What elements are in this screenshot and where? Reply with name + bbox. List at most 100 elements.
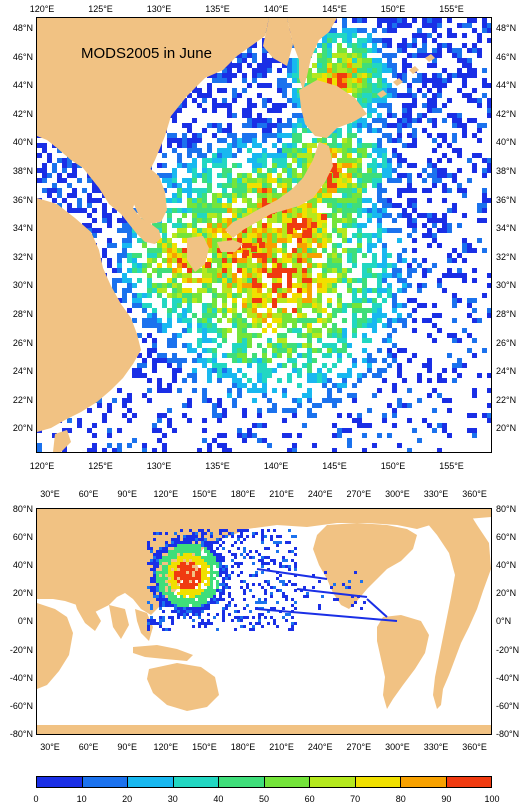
density-cell — [132, 258, 137, 263]
density-cell — [165, 547, 168, 550]
density-cell — [159, 589, 162, 592]
density-cell — [255, 622, 258, 625]
density-cell — [362, 183, 367, 188]
land-luzon — [53, 430, 71, 452]
density-cell — [392, 388, 397, 393]
density-cell — [287, 348, 292, 353]
density-cell — [198, 613, 201, 616]
density-cell — [252, 532, 255, 535]
density-cell — [337, 298, 342, 303]
density-cell — [312, 138, 317, 143]
density-cell — [362, 53, 367, 58]
density-cell — [264, 580, 267, 583]
density-cell — [217, 253, 222, 258]
density-cell — [186, 604, 189, 607]
density-cell — [150, 580, 153, 583]
density-cell — [292, 148, 297, 153]
density-cell — [322, 363, 327, 368]
density-cell — [487, 108, 491, 113]
density-cell — [222, 333, 227, 338]
density-cell — [122, 298, 127, 303]
density-cell — [186, 586, 189, 589]
density-cell — [186, 553, 189, 556]
density-cell — [210, 568, 213, 571]
density-cell — [437, 218, 442, 223]
density-cell — [452, 118, 457, 123]
density-cell — [232, 133, 237, 138]
density-cell — [187, 288, 192, 293]
density-cell — [332, 268, 337, 273]
density-cell — [387, 353, 392, 358]
density-cell — [127, 398, 132, 403]
density-cell — [372, 48, 377, 53]
density-cell — [442, 138, 447, 143]
density-cell — [307, 363, 312, 368]
density-cell — [217, 173, 222, 178]
density-cell — [288, 568, 291, 571]
density-cell — [377, 58, 382, 63]
density-cell — [237, 535, 240, 538]
density-cell — [47, 153, 52, 158]
density-cell — [212, 403, 217, 408]
density-cell — [397, 278, 402, 283]
density-cell — [447, 73, 452, 78]
density-cell — [292, 323, 297, 328]
density-cell — [132, 368, 137, 373]
density-cell — [447, 78, 452, 83]
density-cell — [262, 368, 267, 373]
density-cell — [472, 43, 477, 48]
density-cell — [197, 268, 202, 273]
density-cell — [247, 333, 252, 338]
density-cell — [212, 353, 217, 358]
density-cell — [392, 353, 397, 358]
density-cell — [252, 283, 257, 288]
density-cell — [347, 173, 352, 178]
density-cell — [362, 93, 367, 98]
density-cell — [387, 43, 392, 48]
density-cell — [352, 193, 357, 198]
density-cell — [297, 333, 302, 338]
density-cell — [317, 63, 322, 68]
density-cell — [337, 73, 342, 78]
density-cell — [337, 203, 342, 208]
density-cell — [210, 586, 213, 589]
axis-label: 44°N — [12, 80, 33, 91]
density-cell — [322, 38, 327, 43]
density-cell — [242, 263, 247, 268]
density-cell — [352, 173, 357, 178]
density-cell — [227, 368, 232, 373]
density-cell — [422, 33, 427, 38]
density-cell — [407, 83, 412, 88]
density-cell — [277, 353, 282, 358]
axis-label: 155°E — [439, 4, 464, 14]
density-cell — [482, 188, 487, 193]
density-cell — [217, 333, 222, 338]
density-cell — [302, 393, 307, 398]
density-cell — [182, 143, 187, 148]
density-cell — [392, 303, 397, 308]
density-cell — [322, 48, 327, 53]
density-cell — [277, 83, 282, 88]
density-cell — [372, 173, 377, 178]
density-cell — [282, 123, 287, 128]
density-cell — [282, 298, 287, 303]
density-cell — [232, 403, 237, 408]
density-cell — [198, 577, 201, 580]
density-cell — [186, 580, 189, 583]
density-cell — [357, 243, 362, 248]
density-cell — [216, 613, 219, 616]
density-cell — [262, 128, 267, 133]
density-cell — [57, 188, 62, 193]
density-cell — [467, 58, 472, 63]
density-cell — [186, 544, 189, 547]
density-cell — [397, 188, 402, 193]
density-cell — [180, 601, 183, 604]
density-cell — [307, 303, 312, 308]
density-cell — [207, 258, 212, 263]
density-cell — [317, 213, 322, 218]
density-cell — [183, 550, 186, 553]
density-cell — [302, 218, 307, 223]
density-cell — [198, 592, 201, 595]
density-cell — [227, 63, 232, 68]
density-cell — [227, 148, 232, 153]
